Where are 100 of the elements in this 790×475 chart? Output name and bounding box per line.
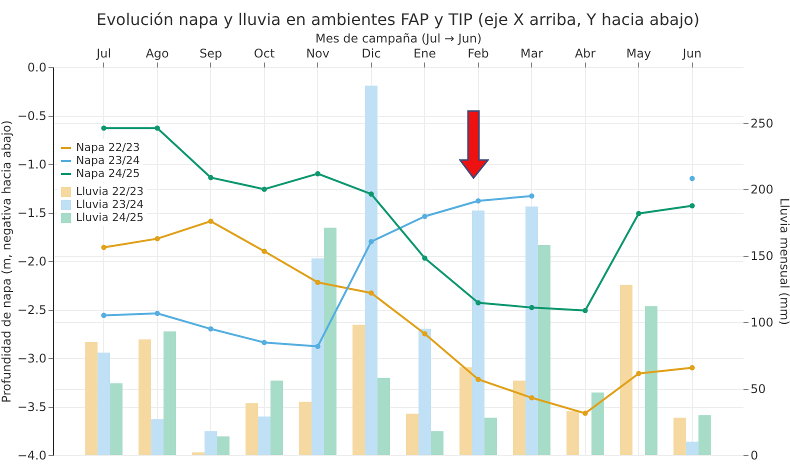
point bbox=[476, 376, 481, 382]
legend-label: Lluvia 24/25 bbox=[76, 211, 144, 224]
bar bbox=[591, 392, 604, 455]
point bbox=[262, 248, 267, 254]
chart-title: Evolución napa y lluvia en ambientes FAP y TIP (eje X arriba, Y hacia abajo) bbox=[96, 10, 700, 29]
y-tick-label: −1.5 bbox=[17, 206, 46, 220]
y2-tick-label: 100 bbox=[750, 316, 774, 330]
point bbox=[368, 290, 374, 296]
point bbox=[690, 203, 695, 208]
point bbox=[690, 176, 695, 182]
point bbox=[529, 193, 534, 199]
point bbox=[582, 410, 588, 416]
x-tick-label: Dic bbox=[362, 46, 381, 60]
x-tick-label: May bbox=[626, 46, 652, 60]
x-tick-label: Ene bbox=[413, 46, 436, 60]
bar bbox=[192, 452, 205, 455]
bar bbox=[566, 411, 579, 455]
point bbox=[101, 125, 106, 131]
y-axis-title: Profundidad de napa (m, negativa hacia abajo) bbox=[0, 120, 14, 403]
legend-label: Napa 22/23 bbox=[76, 141, 140, 154]
bar bbox=[513, 380, 526, 455]
y2-tick-label: 250 bbox=[750, 116, 774, 130]
bar bbox=[620, 284, 632, 455]
y-tick-label: −4.0 bbox=[17, 448, 46, 462]
point bbox=[368, 191, 374, 197]
legend-label: Lluvia 23/24 bbox=[76, 198, 144, 211]
point bbox=[154, 125, 160, 131]
y-tick-label: −2.5 bbox=[17, 303, 46, 317]
point bbox=[262, 340, 267, 346]
x-tick-label: Oct bbox=[254, 46, 275, 60]
y2-tick-label: 150 bbox=[750, 249, 774, 264]
point bbox=[476, 300, 481, 306]
bar bbox=[98, 352, 110, 455]
bar bbox=[418, 328, 431, 455]
point bbox=[422, 214, 428, 220]
bar bbox=[110, 383, 123, 455]
bar bbox=[246, 403, 258, 455]
point bbox=[422, 255, 428, 261]
bar bbox=[312, 258, 324, 455]
point bbox=[529, 304, 534, 310]
bar bbox=[138, 339, 152, 455]
point bbox=[529, 395, 534, 400]
legend-label: Napa 23/24 bbox=[76, 154, 140, 167]
bar bbox=[538, 245, 550, 455]
point bbox=[208, 326, 214, 332]
point bbox=[208, 218, 214, 224]
bar bbox=[698, 415, 711, 455]
point bbox=[208, 174, 214, 180]
bar bbox=[686, 442, 698, 455]
point bbox=[262, 186, 267, 192]
point bbox=[315, 171, 320, 176]
bar bbox=[85, 342, 98, 455]
bar bbox=[406, 414, 419, 455]
point bbox=[315, 280, 320, 285]
point bbox=[636, 210, 642, 216]
bar bbox=[525, 206, 538, 455]
point bbox=[422, 331, 428, 336]
y2-axis-title: Lluvia mensual (mm) bbox=[777, 198, 790, 326]
bar bbox=[472, 210, 484, 455]
point bbox=[315, 344, 320, 349]
bar bbox=[484, 418, 497, 455]
bar bbox=[299, 402, 312, 455]
y2-tick-label: 0 bbox=[750, 448, 758, 462]
bar bbox=[365, 86, 378, 455]
point bbox=[690, 365, 695, 370]
bar bbox=[270, 380, 283, 455]
y-tick-label: −3.5 bbox=[17, 400, 46, 414]
x-tick-label: Nov bbox=[306, 46, 330, 60]
point bbox=[636, 370, 642, 376]
bar bbox=[673, 418, 686, 455]
point bbox=[476, 198, 481, 204]
bar bbox=[164, 331, 176, 455]
x-tick-label: Ago bbox=[146, 46, 169, 60]
y-tick-label: −2.0 bbox=[17, 254, 46, 268]
y2-tick-label: 200 bbox=[750, 182, 774, 197]
x-tick-label: Feb bbox=[468, 46, 489, 60]
bar bbox=[377, 378, 390, 455]
point bbox=[154, 310, 160, 316]
bar bbox=[644, 306, 658, 455]
y-tick-label: −1.0 bbox=[17, 158, 46, 172]
y2-tick-label: 50 bbox=[750, 382, 766, 396]
bar bbox=[460, 367, 472, 455]
point bbox=[368, 238, 374, 244]
y-tick-label: −0.5 bbox=[17, 109, 46, 123]
bar bbox=[324, 228, 336, 455]
point bbox=[101, 244, 106, 250]
x-tick-label: Sep bbox=[199, 46, 222, 60]
bar bbox=[204, 431, 218, 455]
x-tick-label: Jun bbox=[682, 46, 702, 60]
bar bbox=[352, 324, 366, 455]
y-tick-label: −3.0 bbox=[17, 352, 46, 366]
bar bbox=[151, 419, 164, 455]
point bbox=[582, 308, 588, 314]
bar bbox=[217, 436, 230, 455]
x-tick-label: Mar bbox=[520, 46, 544, 60]
x-tick-label: Jul bbox=[96, 46, 112, 60]
legend-label: Lluvia 22/23 bbox=[76, 185, 144, 198]
x-axis-title: Mes de campaña (Jul → Jun) bbox=[315, 32, 482, 46]
legend-label: Napa 24/25 bbox=[76, 167, 140, 180]
y-tick-label: 0.0 bbox=[27, 60, 46, 74]
